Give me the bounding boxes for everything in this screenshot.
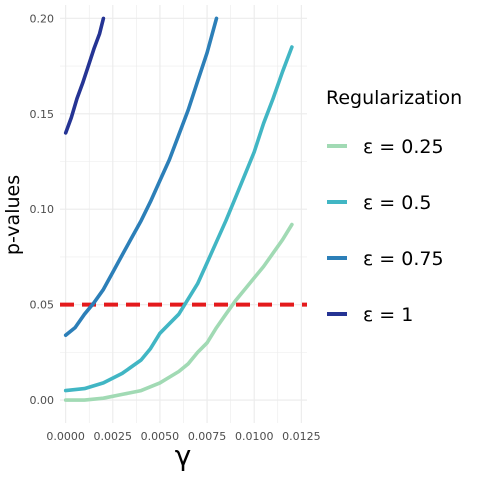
series-line: [63, 222, 294, 402]
x-tick-label: 0.0125: [282, 430, 321, 443]
x-tick-label: 0.0050: [141, 430, 180, 443]
series-line: [63, 16, 219, 338]
series-line: [63, 45, 294, 393]
y-tick-label: 0.15: [30, 108, 55, 121]
x-tick-label: 0.0100: [235, 430, 274, 443]
legend-label: ε = 1: [363, 304, 413, 326]
y-tick-label: 0.20: [30, 12, 55, 25]
y-tick-label: 0.10: [30, 203, 55, 216]
y-axis-ticks: 0.00 0.05 0.10 0.15 0.20: [30, 12, 55, 407]
x-tick-label: 0.0000: [46, 430, 85, 443]
legend: Regularization ε = 0.25ε = 0.5ε = 0.75ε …: [326, 87, 462, 326]
legend-label: ε = 0.25: [363, 136, 444, 158]
legend-items: ε = 0.25 ε = 0.5 ε = 0.75 ε = 1: [327, 136, 444, 326]
legend-label: ε = 0.5: [363, 192, 432, 214]
legend-title: Regularization: [326, 87, 462, 109]
series-layer: [63, 16, 294, 402]
y-tick-label: 0.05: [30, 299, 55, 312]
legend-label: ε = 0.75: [363, 248, 444, 270]
x-tick-label: 0.0075: [188, 430, 227, 443]
x-axis-label: γ: [175, 439, 192, 472]
x-tick-label: 0.0025: [94, 430, 133, 443]
y-axis-label: p-values: [2, 175, 24, 255]
grid-layer: [60, 5, 307, 423]
series-line: [63, 16, 106, 135]
y-tick-label: 0.00: [30, 394, 55, 407]
x-axis-ticks: 0.0000 0.0025 0.0050 0.0075 0.0100 0.0125: [46, 430, 320, 443]
